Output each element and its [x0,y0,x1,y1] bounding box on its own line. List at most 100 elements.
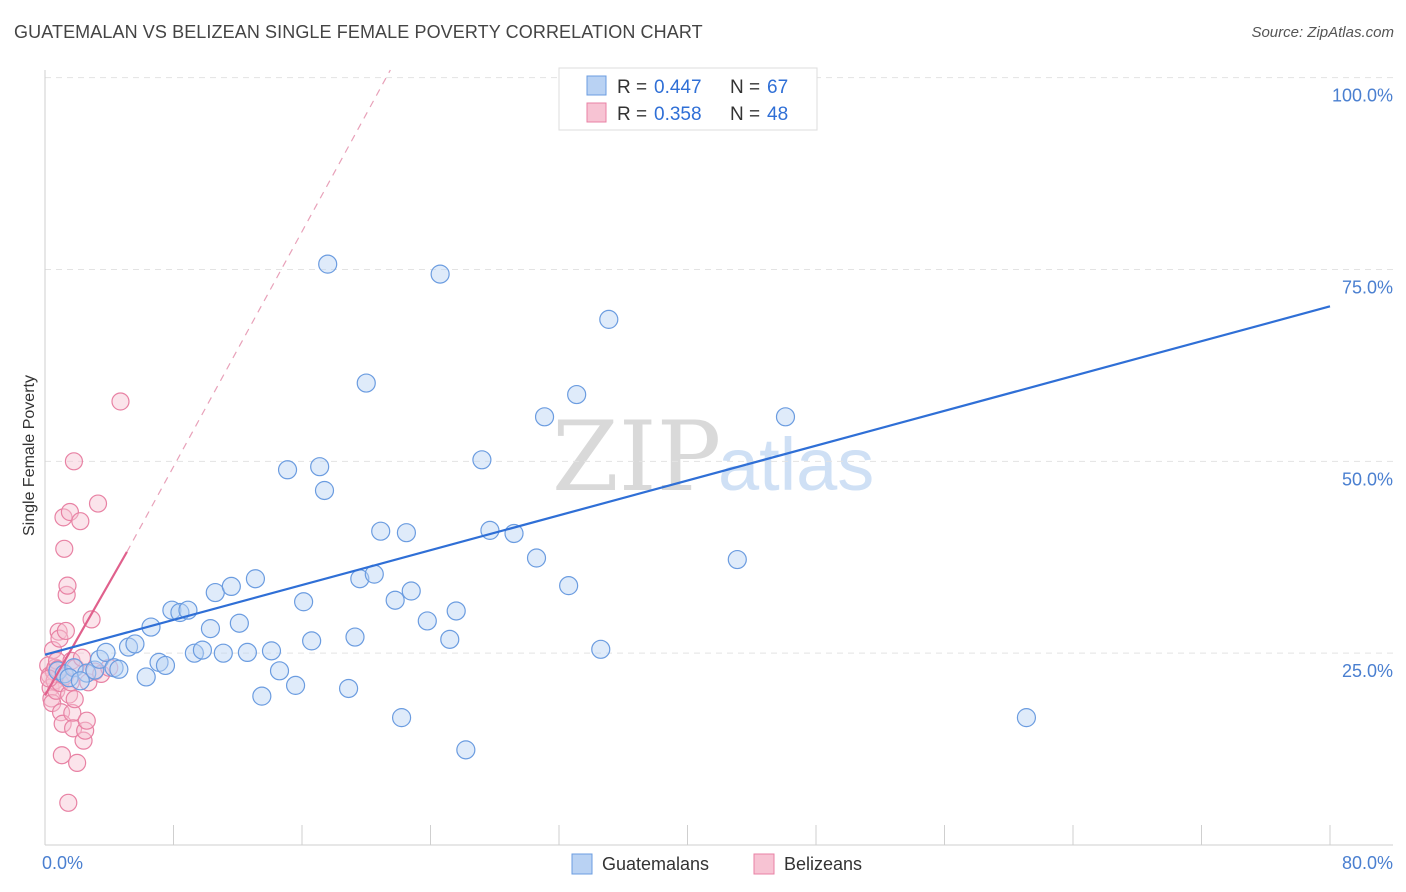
guatemalan-point-48 [430,264,450,284]
chart-title: GUATEMALAN VS BELIZEAN SINGLE FEMALE POV… [14,22,703,42]
guatemalan-point-24 [229,613,249,633]
guatemalan-point-6 [96,642,116,663]
guatemalan-point-25 [237,642,257,663]
belizeans-legend-label: Belizeans [784,854,862,874]
guatemalan-points [48,68,1037,760]
guatemalans-legend-swatch [571,853,593,875]
belizean-trend-line [44,551,128,696]
guatemalan-point-49 [440,629,460,649]
belizean-point-46 [111,392,130,411]
guatemalan-point-59 [591,639,611,659]
belizean-point-23 [58,576,77,595]
belizean-point-34 [68,753,87,772]
guatemalan-point-52 [472,450,492,470]
guatemalan-point-45 [396,523,417,543]
axes [44,70,1393,846]
guatemalan-point-4 [85,660,105,680]
guatemalan-point-44 [391,708,412,728]
guatemalan-point-23 [221,576,241,597]
grid-lines [45,77,1393,654]
guatemalan-point-33 [302,631,322,651]
guatemalan-point-55 [526,548,547,568]
guatemalan-point-27 [252,686,272,706]
y-tick-label-3: 100.0% [1332,86,1393,106]
guatemalan-point-40 [356,373,376,393]
legend-r-value: 0.358 [654,104,702,125]
x-tick-label-min: 0.0% [42,853,83,873]
legend-r-label: R = [617,77,647,98]
guatemalan-point-64 [1016,708,1037,728]
legend-r-label: R = [617,104,647,125]
guatemalan-point-58 [567,384,587,405]
legend-n-label: N = [730,104,760,125]
belizean-point-16 [52,746,71,765]
belizean-point-35 [71,512,90,531]
y-tick-label-1: 50.0% [1342,469,1393,489]
guatemalan-point-66 [70,671,90,691]
guatemalan-point-56 [534,407,555,427]
legend-n-label: N = [730,77,760,98]
guatemalan-point-36 [318,254,338,274]
guatemalan-point-57 [559,576,579,596]
guatemalan-point-38 [345,627,365,647]
belizean-point-12 [49,622,68,641]
guatemalan-point-47 [417,611,437,631]
series-legend: Guatemalans Belizeans [571,853,862,875]
guatemalan-point-35 [314,480,335,501]
belizean-point-43 [88,494,108,513]
belizean-point-39 [77,711,96,730]
guatemalan-point-63 [775,407,796,427]
y-tick-label-0: 25.0% [1342,661,1393,681]
belizeans-legend-swatch [753,853,775,875]
belizean-point-29 [63,703,82,723]
guatemalan-point-62 [727,549,747,570]
legend-n-value: 48 [767,104,788,125]
guatemalan-point-22 [213,643,233,663]
guatemalan-point-28 [261,641,282,661]
belizean-trend-extension [126,69,391,553]
guatemalan-point-20 [200,619,221,639]
guatemalan-point-14 [155,655,176,676]
guatemalan-point-42 [371,521,391,541]
x-tick-labels: 0.0% 80.0% [42,853,1393,873]
guatemalan-point-51 [456,740,476,760]
belizean-point-21 [56,621,75,641]
x-tick-label-max: 80.0% [1342,853,1393,873]
legend-r-value: 0.447 [654,77,702,98]
guatemalan-point-21 [205,582,225,603]
source-credit: Source: ZipAtlas.com [1251,24,1394,41]
trend-lines [44,69,1331,696]
guatemalan-point-29 [269,661,290,681]
guatemalan-point-26 [245,569,266,589]
guatemalan-point-31 [285,675,306,695]
guatemalan-point-43 [385,590,405,610]
guatemalan-point-37 [338,678,359,699]
y-axis-label: Single Female Poverty [21,375,38,536]
belizean-point-22 [57,585,76,604]
guatemalan-point-46 [401,581,421,601]
guatemalan-point-32 [294,592,314,612]
guatemalan-trend-line [44,305,1331,656]
guatemalans-legend-label: Guatemalans [602,854,709,874]
guatemalan-point-19 [192,640,213,660]
guatemalan-point-11 [136,667,156,687]
belizean-point-19 [55,539,74,558]
legend-n-value: 67 [767,77,788,98]
guatemalan-point-50 [446,601,466,621]
belizean-legend-swatch [586,102,607,123]
y-tick-labels: 25.0% 50.0% 75.0% 100.0% [1332,86,1393,681]
watermark: ZIP atlas [552,401,874,513]
belizean-point-41 [82,610,101,629]
guatemalan-point-60 [599,309,619,329]
guatemalan-point-30 [277,460,298,480]
guatemalan-point-8 [109,659,129,679]
y-tick-label-2: 75.0% [1342,278,1393,298]
correlation-legend: R = 0.447 N = 67 R = 0.358 N = 48 [558,67,818,131]
belizean-point-24 [59,793,78,812]
belizean-point-32 [65,690,84,709]
belizean-points [39,392,130,812]
guatemalan-point-65 [59,668,79,688]
guatemalan-point-10 [125,634,145,654]
belizean-point-31 [64,452,84,471]
